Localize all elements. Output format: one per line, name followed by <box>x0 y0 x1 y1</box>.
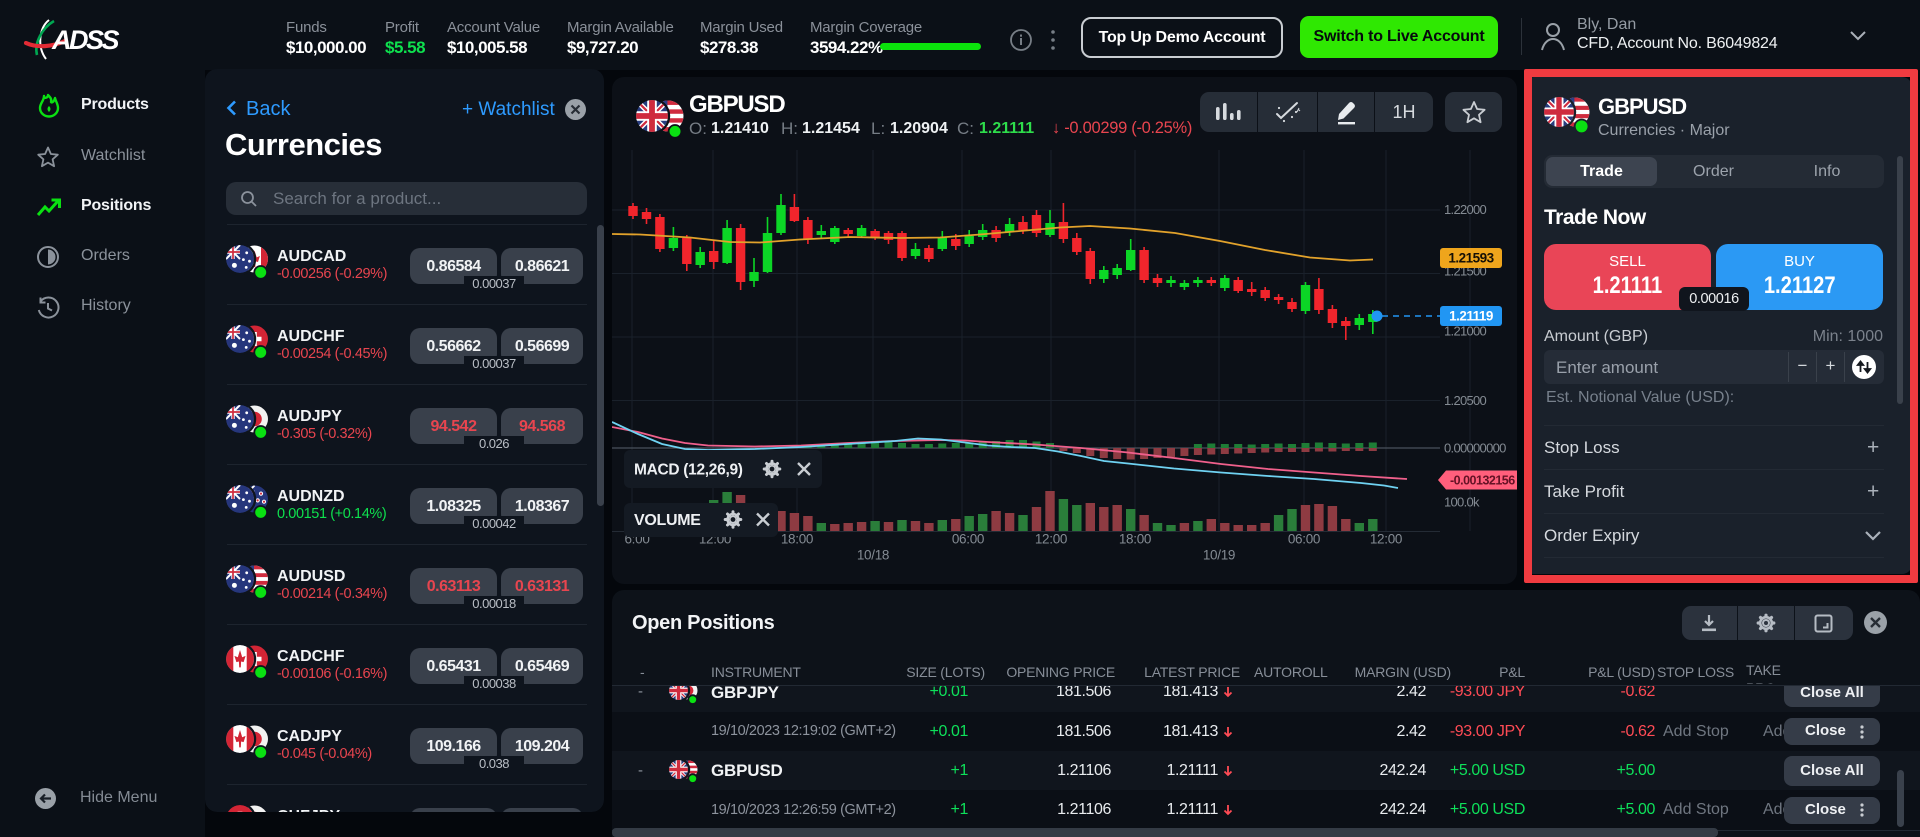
svg-text:1.21000: 1.21000 <box>1444 324 1487 339</box>
svg-text:1.21593: 1.21593 <box>1448 251 1494 266</box>
svg-text:-0.00132156: -0.00132156 <box>1450 474 1515 488</box>
svg-text:1.22000: 1.22000 <box>1444 202 1487 217</box>
svg-text:06:00: 06:00 <box>952 532 984 547</box>
svg-text:MACD (12,26,9): MACD (12,26,9) <box>634 462 743 479</box>
svg-text:VOLUME: VOLUME <box>634 512 701 529</box>
svg-text:1.21119: 1.21119 <box>1449 309 1493 324</box>
svg-text:10/18: 10/18 <box>857 548 889 563</box>
svg-text:0.00000000: 0.00000000 <box>1444 441 1506 456</box>
svg-text:100.0k: 100.0k <box>1444 495 1480 510</box>
svg-text:12:00: 12:00 <box>1035 532 1067 547</box>
svg-text:06:00: 06:00 <box>1288 532 1320 547</box>
svg-text:18:00: 18:00 <box>1119 532 1151 547</box>
svg-text:ADSS: ADSS <box>51 25 120 55</box>
svg-text:10/19: 10/19 <box>1203 548 1235 563</box>
svg-text:18:00: 18:00 <box>781 532 813 547</box>
svg-text:12:00: 12:00 <box>1370 532 1402 547</box>
svg-text:1.20500: 1.20500 <box>1444 393 1487 408</box>
